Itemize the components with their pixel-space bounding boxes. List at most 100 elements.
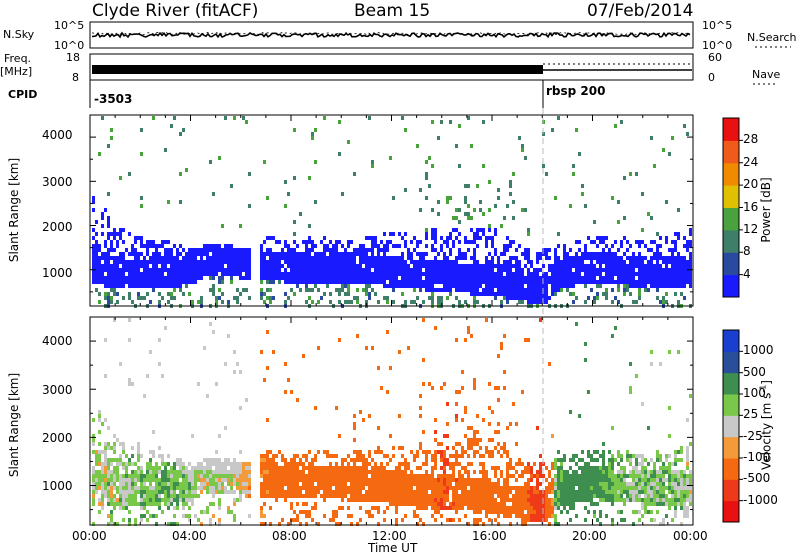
- power-cell: [677, 268, 680, 272]
- power-cell: [437, 264, 440, 268]
- velocity-cell: [164, 326, 167, 330]
- power-cell: [614, 280, 617, 284]
- velocity-cell: [323, 478, 326, 482]
- power-cell: [329, 272, 332, 276]
- velocity-cell: [518, 474, 521, 478]
- power-cell: [584, 284, 587, 288]
- power-cell: [656, 264, 659, 268]
- velocity-cell: [122, 466, 125, 470]
- power-cell: [662, 300, 665, 304]
- power-cell: [572, 256, 575, 260]
- velocity-cell: [686, 506, 689, 510]
- power-cell: [467, 280, 470, 284]
- velocity-cell: [686, 446, 689, 450]
- power-cell: [425, 196, 428, 200]
- velocity-cell: [509, 506, 512, 510]
- power-cell: [455, 268, 458, 272]
- power-cell: [506, 260, 509, 264]
- velocity-cell: [215, 474, 218, 478]
- power-cell: [302, 252, 305, 256]
- velocity-cell: [122, 494, 125, 498]
- power-cell: [371, 244, 374, 248]
- velocity-cell: [113, 498, 116, 502]
- velocity-cell: [308, 482, 311, 486]
- power-cell: [134, 268, 137, 272]
- velocity-cell: [203, 346, 206, 350]
- velocity-cell: [167, 486, 170, 490]
- velocity-cell: [308, 450, 311, 454]
- velocity-cell: [455, 510, 458, 514]
- power-cell: [689, 232, 692, 236]
- velocity-cell: [365, 458, 368, 462]
- power-cell: [539, 268, 542, 272]
- power-cell: [596, 284, 599, 288]
- velocity-cell: [587, 498, 590, 502]
- power-cell: [359, 244, 362, 248]
- power-cell: [173, 264, 176, 268]
- power-cell: [620, 240, 623, 244]
- power-cell: [191, 276, 194, 280]
- velocity-cell: [683, 478, 686, 482]
- power-cell: [110, 272, 113, 276]
- power-cell: [317, 288, 320, 292]
- power-cell: [131, 252, 134, 256]
- velocity-cell: [521, 490, 524, 494]
- power-cell: [638, 256, 641, 260]
- velocity-cell: [458, 474, 461, 478]
- velocity-cell: [632, 470, 635, 474]
- power-cell: [323, 276, 326, 280]
- velocity-cell: [185, 474, 188, 478]
- velocity-cell: [671, 502, 674, 506]
- power-cell: [236, 260, 239, 264]
- velocity-cell: [608, 498, 611, 502]
- power-cell: [386, 268, 389, 272]
- power-cell: [485, 284, 488, 288]
- power-cell: [152, 256, 155, 260]
- power-cell: [272, 280, 275, 284]
- power-cell: [404, 300, 407, 304]
- velocity-cell: [164, 474, 167, 478]
- velocity-cell: [602, 486, 605, 490]
- power-cell: [605, 256, 608, 260]
- power-cell: [248, 296, 251, 300]
- velocity-cell: [152, 450, 155, 454]
- power-cell: [332, 264, 335, 268]
- power-cell: [359, 260, 362, 264]
- velocity-cell: [113, 466, 116, 470]
- velocity-cell: [260, 466, 263, 470]
- velocity-cell: [614, 458, 617, 462]
- velocity-cell: [326, 470, 329, 474]
- power-cell: [539, 276, 542, 280]
- velocity-cell: [215, 458, 218, 462]
- velocity-cell: [272, 462, 275, 466]
- velocity-cell: [116, 486, 119, 490]
- velocity-cell: [461, 454, 464, 458]
- power-cell: [212, 192, 215, 196]
- power-cell: [182, 280, 185, 284]
- power-cell: [395, 280, 398, 284]
- power-cell: [170, 272, 173, 276]
- velocity-cell: [263, 474, 266, 478]
- velocity-cell: [422, 382, 425, 386]
- power-cell: [374, 256, 377, 260]
- velocity-cell: [134, 490, 137, 494]
- velocity-cell: [599, 454, 602, 458]
- power-cell: [674, 248, 677, 252]
- velocity-cell: [248, 462, 251, 466]
- velocity-cell: [464, 482, 467, 486]
- power-cell: [284, 204, 287, 208]
- power-cell: [209, 276, 212, 280]
- velocity-cell: [134, 502, 137, 506]
- velocity-cell: [395, 490, 398, 494]
- power-cell: [656, 232, 659, 236]
- power-cell: [452, 284, 455, 288]
- power-cell: [539, 292, 542, 296]
- velocity-cell: [419, 498, 422, 502]
- velocity-cell: [113, 450, 116, 454]
- velocity-cell: [212, 502, 215, 506]
- velocity-cell: [197, 466, 200, 470]
- velocity-cell: [626, 458, 629, 462]
- velocity-cell: [569, 410, 572, 414]
- power-cell: [572, 272, 575, 276]
- velocity-cell: [521, 510, 524, 514]
